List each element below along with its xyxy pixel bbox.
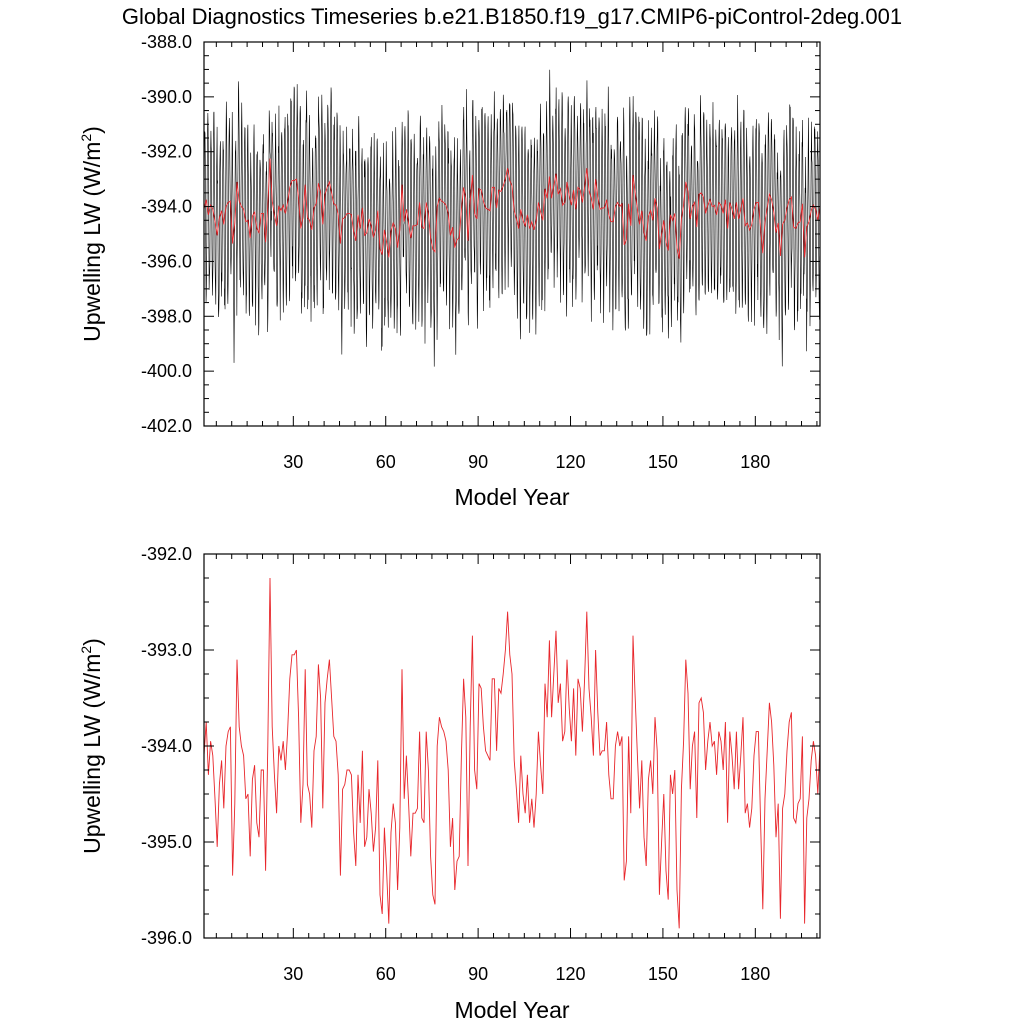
- x-tick-label: 120: [555, 964, 585, 984]
- series-layer-top: [204, 69, 820, 367]
- y-tick-label: -398.0: [141, 306, 192, 326]
- x-tick-label: 150: [648, 964, 678, 984]
- x-tick-label: 90: [468, 452, 488, 472]
- ticks-top: 30 60 90 120 150 180 -402.0 -400.0 -398.0 -396.0 -…: [141, 32, 820, 472]
- y-tick-label: -392.0: [141, 544, 192, 564]
- y-tick-label: -402.0: [141, 416, 192, 436]
- x-tick-label: 180: [740, 452, 770, 472]
- y-tick-label: -400.0: [141, 361, 192, 381]
- y-tick-label: -390.0: [141, 87, 192, 107]
- y-tick-label: -393.0: [141, 640, 192, 660]
- series-group: [204, 577, 820, 929]
- x-tick-label: 30: [283, 964, 303, 984]
- panel-monthly-and-annual: 30 60 90 120 150 180 -402.0 -400.0 -398.0 -396.0 -…: [78, 32, 821, 510]
- series-line-annual: [204, 577, 820, 929]
- x-tick-label: 180: [740, 964, 770, 984]
- plot-frame-bottom: [203, 553, 821, 939]
- x-tick-label: 30: [283, 452, 303, 472]
- x-axis-label-bottom: Model Year: [454, 997, 569, 1023]
- y-tick-label: -388.0: [141, 32, 192, 52]
- x-axis-label-top: Model Year: [454, 484, 569, 510]
- y-tick-label: -396.0: [141, 928, 192, 948]
- y-axis-label-main: Upwelling LW (W/m: [79, 654, 105, 854]
- series-line-annual: [204, 158, 820, 259]
- y-axis-label-tail: ): [79, 126, 105, 134]
- y-axis-label-top: Upwelling LW (W/m2): [78, 126, 105, 342]
- y-axis-label-sup: 2: [78, 646, 94, 654]
- x-tick-label: 90: [468, 964, 488, 984]
- x-tick-label: 60: [376, 964, 396, 984]
- y-tick-label: -394.0: [141, 197, 192, 217]
- y-axis-label-bottom: Upwelling LW (W/m2): [78, 638, 105, 854]
- series-group: [204, 69, 820, 367]
- x-tick-label: 150: [648, 452, 678, 472]
- x-tick-label: 120: [555, 452, 585, 472]
- y-tick-label: -392.0: [141, 142, 192, 162]
- ticks-bottom: 30 60 90 120 150 180 -396.0 -395.0 -394.0 -393.0 -…: [141, 544, 820, 984]
- y-axis-label-main: Upwelling LW (W/m: [79, 142, 105, 342]
- series-line-monthly: [204, 69, 820, 367]
- x-tick-label: 60: [376, 452, 396, 472]
- y-tick-label: -394.0: [141, 736, 192, 756]
- panel-annual-mean: 30 60 90 120 150 180 -396.0 -395.0 -394.0 -393.0 -…: [78, 544, 821, 1023]
- y-tick-label: -395.0: [141, 832, 192, 852]
- y-axis-label-sup: 2: [78, 134, 94, 142]
- chart-title: Global Diagnostics Timeseries b.e21.B185…: [122, 4, 902, 29]
- series-layer-bottom: [204, 577, 820, 929]
- y-tick-label: -396.0: [141, 251, 192, 271]
- y-axis-label-tail: ): [79, 638, 105, 646]
